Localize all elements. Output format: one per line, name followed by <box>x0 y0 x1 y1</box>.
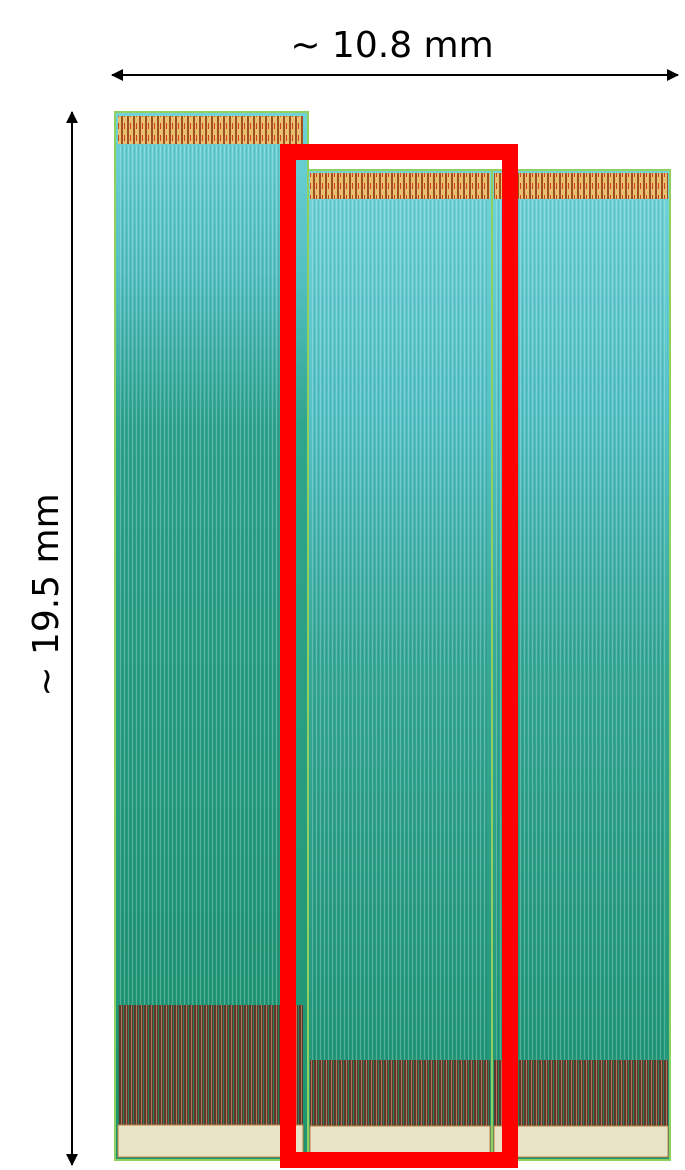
chip-strip-right <box>491 169 671 1161</box>
height-label: ~ 19.5 mm <box>26 493 67 696</box>
chip-strip-left <box>114 111 309 1161</box>
chip-strip-middle <box>307 169 493 1161</box>
width-label: ~ 10.8 mm <box>290 25 493 66</box>
highlight-box <box>280 144 518 1168</box>
